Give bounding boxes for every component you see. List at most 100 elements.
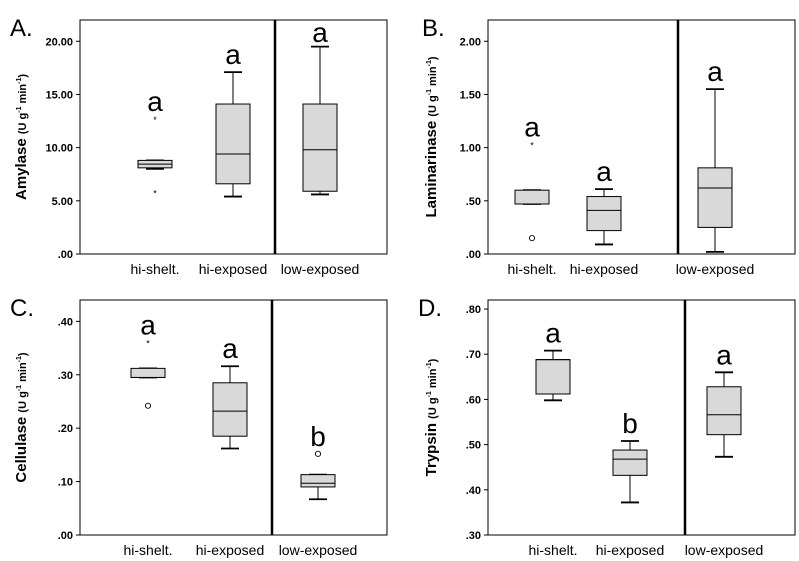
x-tick-label: low-exposed (281, 261, 360, 277)
plot-frame (79, 19, 388, 255)
box-low-exposed: a (706, 339, 742, 458)
extreme-point: * (530, 140, 534, 150)
y-tick-label: 5.00 (52, 196, 73, 208)
y-tick-label: .10 (58, 477, 73, 489)
y-axis-label-main: Amylase (13, 134, 30, 200)
box-iqr (212, 382, 248, 437)
box-iqr (300, 474, 336, 488)
plot-frame (487, 299, 796, 536)
y-tick-label: .40 (58, 316, 73, 328)
box-low-exposed: a (697, 56, 733, 253)
x-tick-label: low-exposed (685, 542, 764, 558)
y-tick-label: .00 (58, 249, 73, 261)
y-tick-label: 15.00 (45, 89, 73, 101)
y-tick-label: 10.00 (45, 143, 73, 155)
y-tick-label: 20.00 (45, 36, 73, 48)
y-tick-label: .00 (58, 530, 73, 542)
y-axis-unit-sup: -1 (16, 106, 23, 112)
y-tick-label: .00 (466, 249, 481, 261)
y-axis-unit: min (427, 368, 439, 391)
x-tick-label: hi-shelt. (507, 261, 556, 277)
box-iqr (697, 167, 733, 228)
y-axis-unit: (U g (427, 397, 439, 418)
box-low-exposed: a (302, 17, 338, 196)
x-tick-label: hi-shelt. (130, 261, 179, 277)
y-axis-unit-sup: -1 (426, 89, 433, 95)
y-tick-label: .30 (58, 370, 73, 382)
y-axis-label-main: Trypsin (423, 419, 440, 477)
y-tick-label: .80 (466, 304, 481, 316)
box-hi-exposed: a (586, 156, 622, 246)
panel-c: C.Cellulase (U g-1 min-1).00.10.20.30.40… (10, 295, 388, 558)
box-iqr (706, 386, 742, 436)
box-hi-exposed: a (212, 333, 248, 450)
significance-letter: b (622, 408, 638, 439)
panel-letter: C. (10, 295, 34, 322)
y-axis-unit: ) (427, 358, 439, 362)
panel-b: B.Laminarinase (U g-1 min-1).00.501.001.… (422, 15, 796, 277)
y-axis-unit-sup: -1 (426, 362, 433, 368)
y-axis-unit: min (427, 66, 439, 89)
y-axis-label: Cellulase (U g-1 min-1) (13, 352, 30, 483)
y-axis-unit: ) (427, 56, 439, 60)
significance-letter: a (312, 17, 328, 48)
y-axis-label: Trypsin (U g-1 min-1) (423, 358, 440, 476)
y-tick-label: 1.50 (460, 89, 481, 101)
y-axis-label: Amylase (U g-1 min-1) (13, 74, 30, 200)
box-iqr (586, 196, 622, 232)
box-hi-shelt: **a (137, 86, 173, 198)
x-tick-label: hi-exposed (596, 542, 665, 558)
box-low-exposed: b (300, 421, 336, 501)
significance-letter: a (147, 86, 163, 117)
y-tick-label: .20 (58, 423, 73, 435)
y-axis-label: Laminarinase (U g-1 min-1) (423, 56, 440, 217)
y-axis-unit: min (17, 84, 29, 107)
extreme-point: * (153, 115, 157, 125)
significance-letter: a (596, 156, 612, 187)
x-tick-label: low-exposed (279, 542, 358, 558)
x-tick-label: hi-shelt. (123, 542, 172, 558)
y-axis-unit-sup: -1 (16, 78, 23, 84)
box-hi-shelt: *a (130, 310, 166, 409)
significance-letter: a (225, 39, 241, 70)
box-iqr (215, 103, 251, 185)
y-tick-label: .30 (466, 530, 481, 542)
outlier-point (144, 402, 152, 409)
y-tick-label: .70 (466, 349, 481, 361)
plot-frame (79, 299, 388, 536)
y-axis-unit: ) (17, 352, 29, 356)
panel-d: D.Trypsin (U g-1 min-1).30.40.50.60.70.8… (418, 295, 796, 558)
y-axis-unit: (U g (427, 95, 439, 116)
y-axis-unit: ) (17, 74, 29, 78)
y-axis-label-main: Laminarinase (423, 117, 440, 218)
panel-a: A. Amylase (U g-1 min-1) .00 5.00 10.00 15.00… (10, 15, 388, 277)
y-tick-label: .50 (466, 196, 481, 208)
panel-letter: B. (422, 15, 445, 42)
x-tick-label: hi-exposed (570, 261, 639, 277)
y-axis-unit: min (17, 362, 29, 385)
outlier-point (528, 234, 536, 242)
box-hi-shelt: a (535, 318, 571, 402)
panel-letter: A. (10, 15, 33, 42)
y-tick-label: 2.00 (460, 36, 481, 48)
box-iqr (535, 359, 571, 395)
box-iqr (612, 449, 648, 476)
box-hi-exposed: b (612, 408, 648, 504)
significance-letter: a (716, 339, 732, 370)
x-tick-label: hi-exposed (199, 261, 268, 277)
y-axis-unit: (U g (17, 391, 29, 412)
y-tick-label: .60 (466, 394, 481, 406)
significance-letter: b (310, 421, 326, 452)
box-iqr (130, 367, 166, 378)
significance-letter: a (140, 310, 156, 341)
y-axis-unit-sup: -1 (16, 356, 23, 362)
y-tick-label: .40 (466, 485, 481, 497)
significance-letter: a (545, 318, 561, 349)
extreme-point: * (146, 339, 150, 349)
significance-letter: a (222, 333, 238, 364)
extreme-point: * (153, 188, 157, 198)
panel-letter: D. (418, 295, 442, 322)
significance-letter: a (524, 111, 540, 142)
box-iqr (302, 103, 338, 192)
